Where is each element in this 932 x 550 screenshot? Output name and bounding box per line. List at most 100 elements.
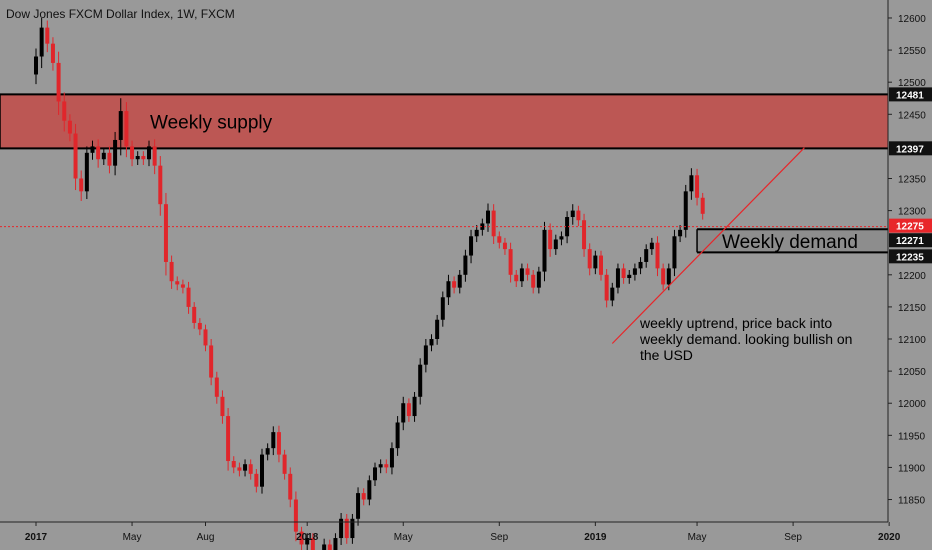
candle-body bbox=[695, 175, 700, 198]
candle-body bbox=[604, 274, 609, 301]
candle-body bbox=[559, 236, 564, 240]
candle-body bbox=[84, 152, 89, 192]
candle-body bbox=[395, 422, 400, 449]
candle-body bbox=[73, 133, 78, 179]
y-tick-label: 12000 bbox=[898, 399, 926, 410]
candle-body bbox=[333, 538, 338, 550]
candle-body bbox=[378, 464, 383, 468]
candle-body bbox=[322, 544, 327, 550]
candle-body bbox=[700, 197, 705, 214]
candle-body bbox=[203, 329, 208, 346]
price-badge bbox=[889, 141, 932, 156]
candle-body bbox=[644, 249, 649, 262]
chart-title: Dow Jones FXCM Dollar Index, 1W, FXCM bbox=[6, 7, 235, 21]
candle-body bbox=[39, 27, 44, 57]
annotation-line: the USD bbox=[640, 347, 693, 363]
candle-body bbox=[220, 396, 225, 417]
candle-body bbox=[163, 204, 168, 262]
candle-body bbox=[463, 255, 468, 275]
y-tick-label: 12350 bbox=[898, 174, 926, 185]
candle-body bbox=[361, 493, 366, 500]
candle-body bbox=[231, 461, 236, 468]
candle-body bbox=[237, 467, 242, 471]
candle-body bbox=[276, 432, 281, 455]
candle-body bbox=[310, 538, 315, 550]
candle-body bbox=[401, 403, 406, 423]
candle-body bbox=[446, 281, 451, 298]
zone-rect bbox=[697, 229, 888, 253]
candle-body bbox=[389, 448, 394, 468]
candle-body bbox=[56, 62, 61, 102]
candle-body bbox=[638, 261, 643, 269]
candle-body bbox=[350, 518, 355, 539]
candle-body bbox=[197, 322, 202, 330]
candle-body bbox=[248, 464, 253, 474]
candles-layer bbox=[34, 17, 705, 550]
annotation-line: weekly uptrend, price back into bbox=[639, 315, 832, 331]
candle-body bbox=[480, 223, 485, 230]
candle-body bbox=[519, 268, 524, 282]
candle-body bbox=[649, 242, 654, 250]
candle-body bbox=[429, 339, 434, 346]
x-tick-label: 2018 bbox=[296, 532, 319, 543]
price-badge-label: 12275 bbox=[896, 222, 924, 233]
uptrend-line bbox=[611, 147, 805, 344]
candle-body bbox=[141, 156, 146, 160]
candle-body bbox=[356, 493, 361, 519]
candle-body bbox=[683, 191, 688, 230]
candle-body bbox=[288, 473, 293, 500]
price-badge-label: 12235 bbox=[896, 252, 924, 263]
candle-body bbox=[542, 229, 547, 272]
x-tick-label: 2020 bbox=[878, 532, 901, 543]
candle-body bbox=[180, 284, 185, 288]
candle-body bbox=[67, 120, 72, 134]
candle-body bbox=[621, 268, 626, 279]
candle-body bbox=[90, 146, 95, 153]
candle-body bbox=[689, 175, 694, 192]
candle-body bbox=[423, 345, 428, 365]
candle-body bbox=[525, 268, 530, 275]
candle-body bbox=[186, 287, 191, 307]
candle-body bbox=[135, 156, 140, 160]
candle-body bbox=[655, 242, 660, 269]
y-tick-label: 12200 bbox=[898, 271, 926, 282]
price-badge bbox=[889, 218, 932, 233]
x-tick-label: Sep bbox=[784, 532, 802, 543]
candle-body bbox=[553, 239, 558, 250]
y-tick-label: 12600 bbox=[898, 14, 926, 25]
zone-rect bbox=[0, 94, 888, 149]
candle-body bbox=[678, 229, 683, 237]
candle-body bbox=[101, 152, 106, 160]
x-tick-label: Aug bbox=[197, 532, 215, 543]
candle-body bbox=[418, 364, 423, 397]
candle-body bbox=[158, 165, 163, 205]
candle-body bbox=[192, 306, 197, 323]
candle-body bbox=[152, 146, 157, 166]
candle-body bbox=[299, 531, 304, 545]
price-badge-label: 12271 bbox=[896, 236, 924, 247]
zone-label: Weekly supply bbox=[150, 112, 273, 133]
candle-body bbox=[615, 268, 620, 288]
x-tick-label: May bbox=[394, 532, 413, 543]
candle-body bbox=[632, 268, 637, 275]
candle-body bbox=[344, 518, 349, 539]
candle-body bbox=[412, 396, 417, 417]
y-tick-label: 12500 bbox=[898, 78, 926, 89]
candle-body bbox=[169, 261, 174, 282]
candle-body bbox=[147, 146, 151, 160]
candle-body bbox=[214, 377, 219, 397]
x-tick-label: Sep bbox=[490, 532, 508, 543]
candle-body bbox=[384, 464, 389, 468]
candle-body bbox=[469, 236, 474, 256]
candle-body bbox=[62, 101, 67, 121]
candle-body bbox=[327, 544, 332, 550]
y-tick-label: 12300 bbox=[898, 207, 926, 218]
x-tick-label: 2017 bbox=[25, 532, 48, 543]
price-badge bbox=[889, 87, 932, 102]
candle-body bbox=[260, 454, 264, 487]
y-tick-label: 12450 bbox=[898, 110, 926, 121]
zones-layer: Weekly supply Weekly demand bbox=[0, 93, 888, 254]
candle-body bbox=[254, 473, 259, 487]
